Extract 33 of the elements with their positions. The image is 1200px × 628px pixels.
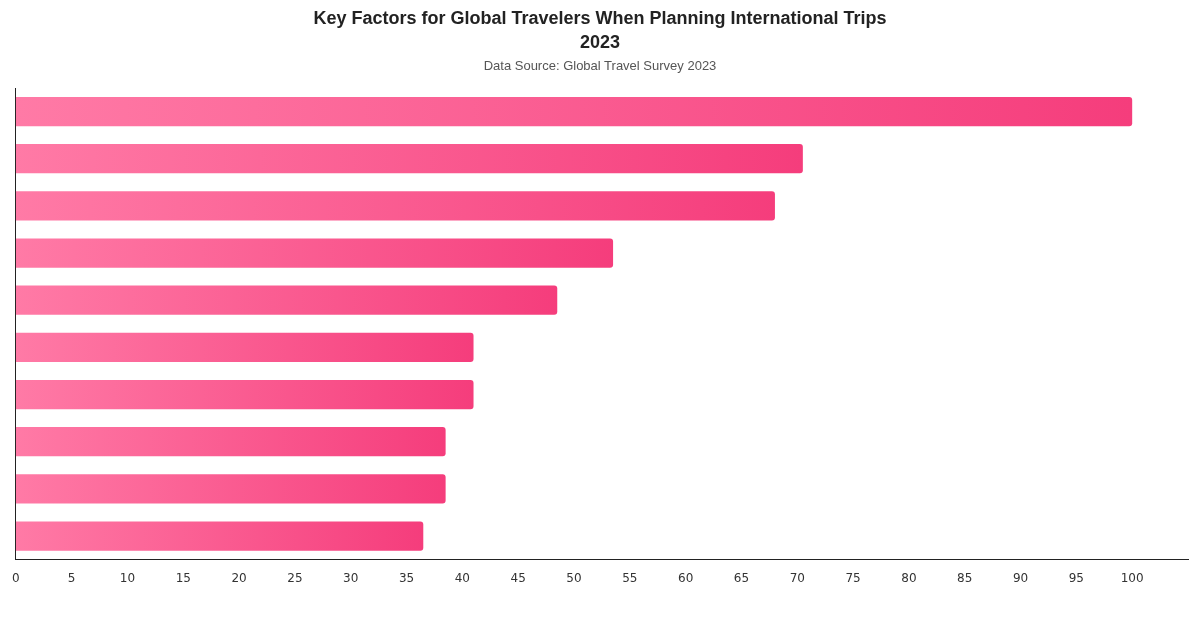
- x-tick-label: 65: [733, 570, 750, 585]
- x-tick-label: 85: [957, 570, 973, 585]
- bar: [15, 238, 614, 268]
- x-tick-label: 95: [1068, 570, 1084, 585]
- x-tick-label: 45: [510, 570, 526, 585]
- x-tick-label: 15: [175, 570, 191, 585]
- bar: [15, 332, 474, 362]
- x-tick-label: 75: [845, 570, 861, 585]
- bar: [15, 144, 803, 174]
- bar: [15, 96, 1133, 127]
- x-tick-label: 30: [343, 570, 359, 585]
- x-tick-label: 60: [678, 570, 694, 585]
- bar: [15, 521, 424, 551]
- x-tick-label: 5: [67, 570, 76, 585]
- x-tick-label: 70: [789, 570, 805, 585]
- x-tick-label: 50: [566, 570, 582, 585]
- x-tick-label: 20: [231, 570, 247, 585]
- x-tick-label: 10: [119, 570, 136, 585]
- bar: [15, 427, 446, 457]
- bar: [15, 191, 775, 221]
- x-tick-label: 40: [454, 570, 470, 585]
- x-tick-label: 0: [12, 570, 20, 585]
- x-tick-label: 25: [287, 570, 303, 585]
- bar: [15, 379, 474, 410]
- x-tick-label: 100: [1120, 570, 1144, 585]
- x-tick-label: 90: [1012, 570, 1029, 585]
- chart-subtitle: Data Source: Global Travel Survey 2023: [482, 58, 718, 73]
- x-tick-label: 55: [622, 570, 638, 585]
- x-tick-label: 35: [398, 570, 415, 585]
- bar: [15, 285, 558, 315]
- bar: [15, 474, 446, 504]
- x-tick-label: 80: [901, 570, 917, 585]
- chart-title: Key Factors for Global Travelers When Planning International Trips 2023: [312, 7, 888, 54]
